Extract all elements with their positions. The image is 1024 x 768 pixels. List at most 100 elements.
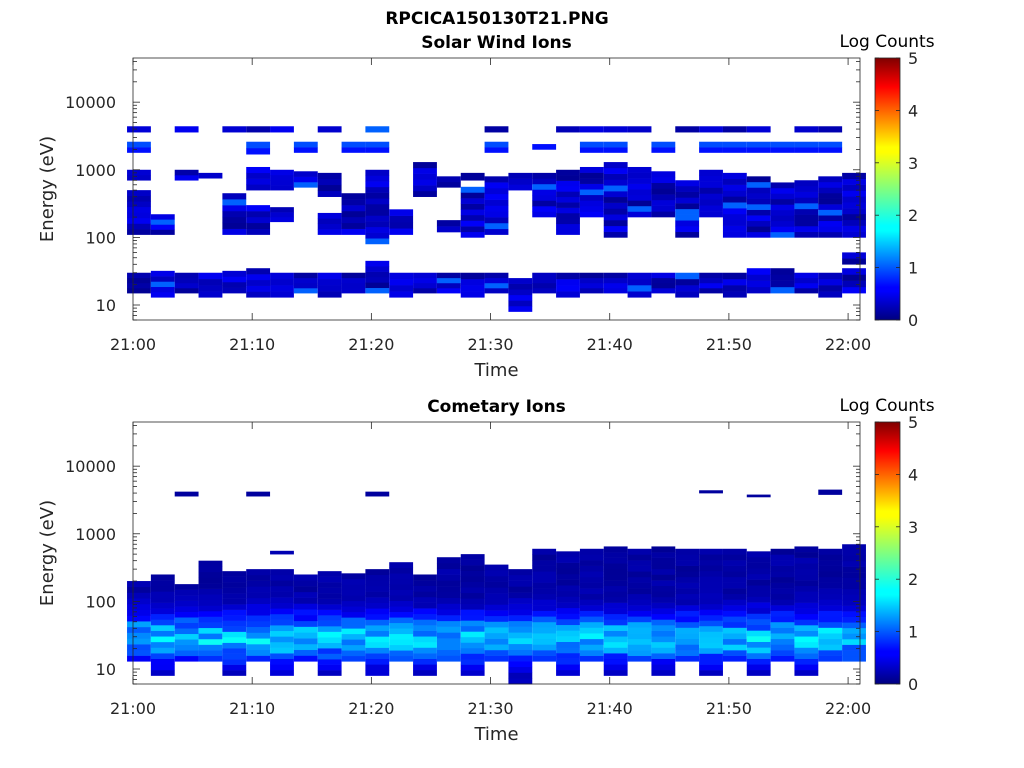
heatmap-cell bbox=[484, 638, 509, 645]
heatmap-cell bbox=[699, 272, 723, 279]
heatmap-cell bbox=[484, 610, 509, 617]
heatmap-cell bbox=[198, 622, 223, 629]
heatmap-cell bbox=[579, 200, 604, 207]
heatmap-cell bbox=[270, 179, 294, 186]
heatmap-cell bbox=[246, 592, 271, 599]
heatmap-cell bbox=[246, 222, 271, 229]
heatmap-cell bbox=[651, 591, 676, 598]
heatmap-cell bbox=[818, 220, 843, 227]
heatmap-cell bbox=[842, 577, 866, 584]
heatmap-cell bbox=[150, 580, 175, 587]
heatmap-cell bbox=[794, 625, 819, 631]
heatmap-cell bbox=[270, 272, 294, 280]
heatmap-cell bbox=[293, 181, 318, 188]
heatmap-cell bbox=[675, 582, 700, 589]
heatmap-cell bbox=[317, 291, 342, 298]
heatmap-cell bbox=[675, 185, 700, 192]
heatmap-cell bbox=[532, 211, 557, 218]
heatmap-cell bbox=[460, 625, 485, 632]
heatmap-cell bbox=[746, 274, 771, 281]
heatmap-cell bbox=[532, 633, 557, 640]
heatmap-cell bbox=[556, 180, 580, 187]
heatmap-cell bbox=[127, 229, 151, 235]
heatmap-cell bbox=[127, 147, 151, 153]
x-axis: 21:00 21:10 21:20 21:30 21:40 21:50 22:00 bbox=[110, 58, 871, 354]
heatmap-cell bbox=[818, 489, 843, 495]
heatmap-cell bbox=[484, 277, 509, 284]
heatmap-cell bbox=[198, 278, 223, 286]
heatmap-cell bbox=[818, 554, 843, 561]
heatmap-cell bbox=[842, 544, 866, 551]
heatmap-cell bbox=[270, 278, 294, 286]
heatmap-cell bbox=[770, 588, 795, 595]
heatmap-cell bbox=[532, 605, 557, 611]
heatmap-cell bbox=[150, 641, 175, 648]
heatmap-cell bbox=[222, 210, 247, 218]
heatmap-cell bbox=[508, 592, 533, 599]
heatmap-cell bbox=[699, 576, 723, 583]
heatmap-cell bbox=[246, 615, 271, 622]
heatmap-cell bbox=[460, 592, 485, 599]
heatmap-cell bbox=[460, 598, 485, 605]
heatmap-cell bbox=[651, 596, 676, 603]
heatmap-cell bbox=[460, 609, 485, 616]
heatmap-cell bbox=[699, 147, 723, 153]
heatmap-cell bbox=[651, 288, 676, 294]
heatmap-cell bbox=[603, 602, 628, 609]
heatmap-cell bbox=[651, 619, 676, 626]
heatmap-cell bbox=[699, 614, 723, 621]
heatmap-cell bbox=[794, 272, 819, 279]
heatmap-cell bbox=[627, 178, 652, 184]
heatmap-cell bbox=[556, 196, 580, 203]
heatmap-cell bbox=[770, 593, 795, 600]
heatmap-cell bbox=[532, 571, 557, 578]
heatmap-cell bbox=[174, 277, 199, 284]
heatmap-cell bbox=[603, 552, 628, 558]
heatmap-cell bbox=[722, 644, 747, 651]
heatmap-cell bbox=[627, 548, 652, 555]
heatmap-cell bbox=[293, 171, 318, 177]
heatmap-cell bbox=[413, 658, 437, 665]
heatmap-cell bbox=[484, 272, 509, 279]
heatmap-cell bbox=[222, 216, 247, 224]
heatmap-cell bbox=[675, 627, 700, 634]
heatmap-cell bbox=[579, 582, 604, 589]
heatmap-cell bbox=[174, 628, 199, 635]
heatmap-cell bbox=[579, 172, 604, 179]
heatmap-cell bbox=[627, 285, 652, 292]
heatmap-cell bbox=[222, 199, 247, 206]
heatmap-cell bbox=[460, 581, 485, 588]
heatmap-cell bbox=[675, 208, 700, 215]
heatmap-cell bbox=[484, 193, 509, 200]
heatmap-cell bbox=[675, 655, 700, 662]
heatmap-cell bbox=[675, 214, 700, 221]
heatmap-cell bbox=[150, 574, 175, 581]
heatmap-cell bbox=[770, 280, 795, 288]
heatmap-cell bbox=[365, 602, 390, 609]
heatmap-cell bbox=[556, 285, 580, 292]
heatmap-cell bbox=[389, 595, 414, 602]
heatmap-cell bbox=[365, 669, 390, 676]
heatmap-cell bbox=[508, 172, 533, 179]
heatmap-cell bbox=[293, 272, 318, 279]
heatmap-cell bbox=[651, 630, 676, 637]
heatmap-cell bbox=[842, 549, 866, 556]
heatmap-cell bbox=[722, 272, 747, 280]
heatmap-cell bbox=[675, 621, 700, 628]
heatmap-cell bbox=[818, 285, 843, 292]
heatmap-cell bbox=[746, 641, 771, 648]
panel-title: Solar Wind Ions bbox=[421, 33, 572, 53]
heatmap-cell bbox=[341, 644, 366, 651]
heatmap-cell bbox=[198, 650, 223, 657]
heatmap-cell bbox=[413, 669, 437, 676]
heatmap-cell bbox=[246, 228, 271, 235]
heatmap-cell bbox=[460, 278, 485, 286]
heatmap-cell bbox=[532, 282, 557, 289]
heatmap-cell bbox=[603, 185, 628, 192]
heatmap-cell bbox=[198, 633, 223, 640]
heatmap-cell bbox=[365, 625, 390, 632]
heatmap-cell bbox=[842, 566, 866, 573]
heatmap-cell bbox=[484, 621, 509, 628]
heatmap-cell bbox=[270, 169, 294, 176]
